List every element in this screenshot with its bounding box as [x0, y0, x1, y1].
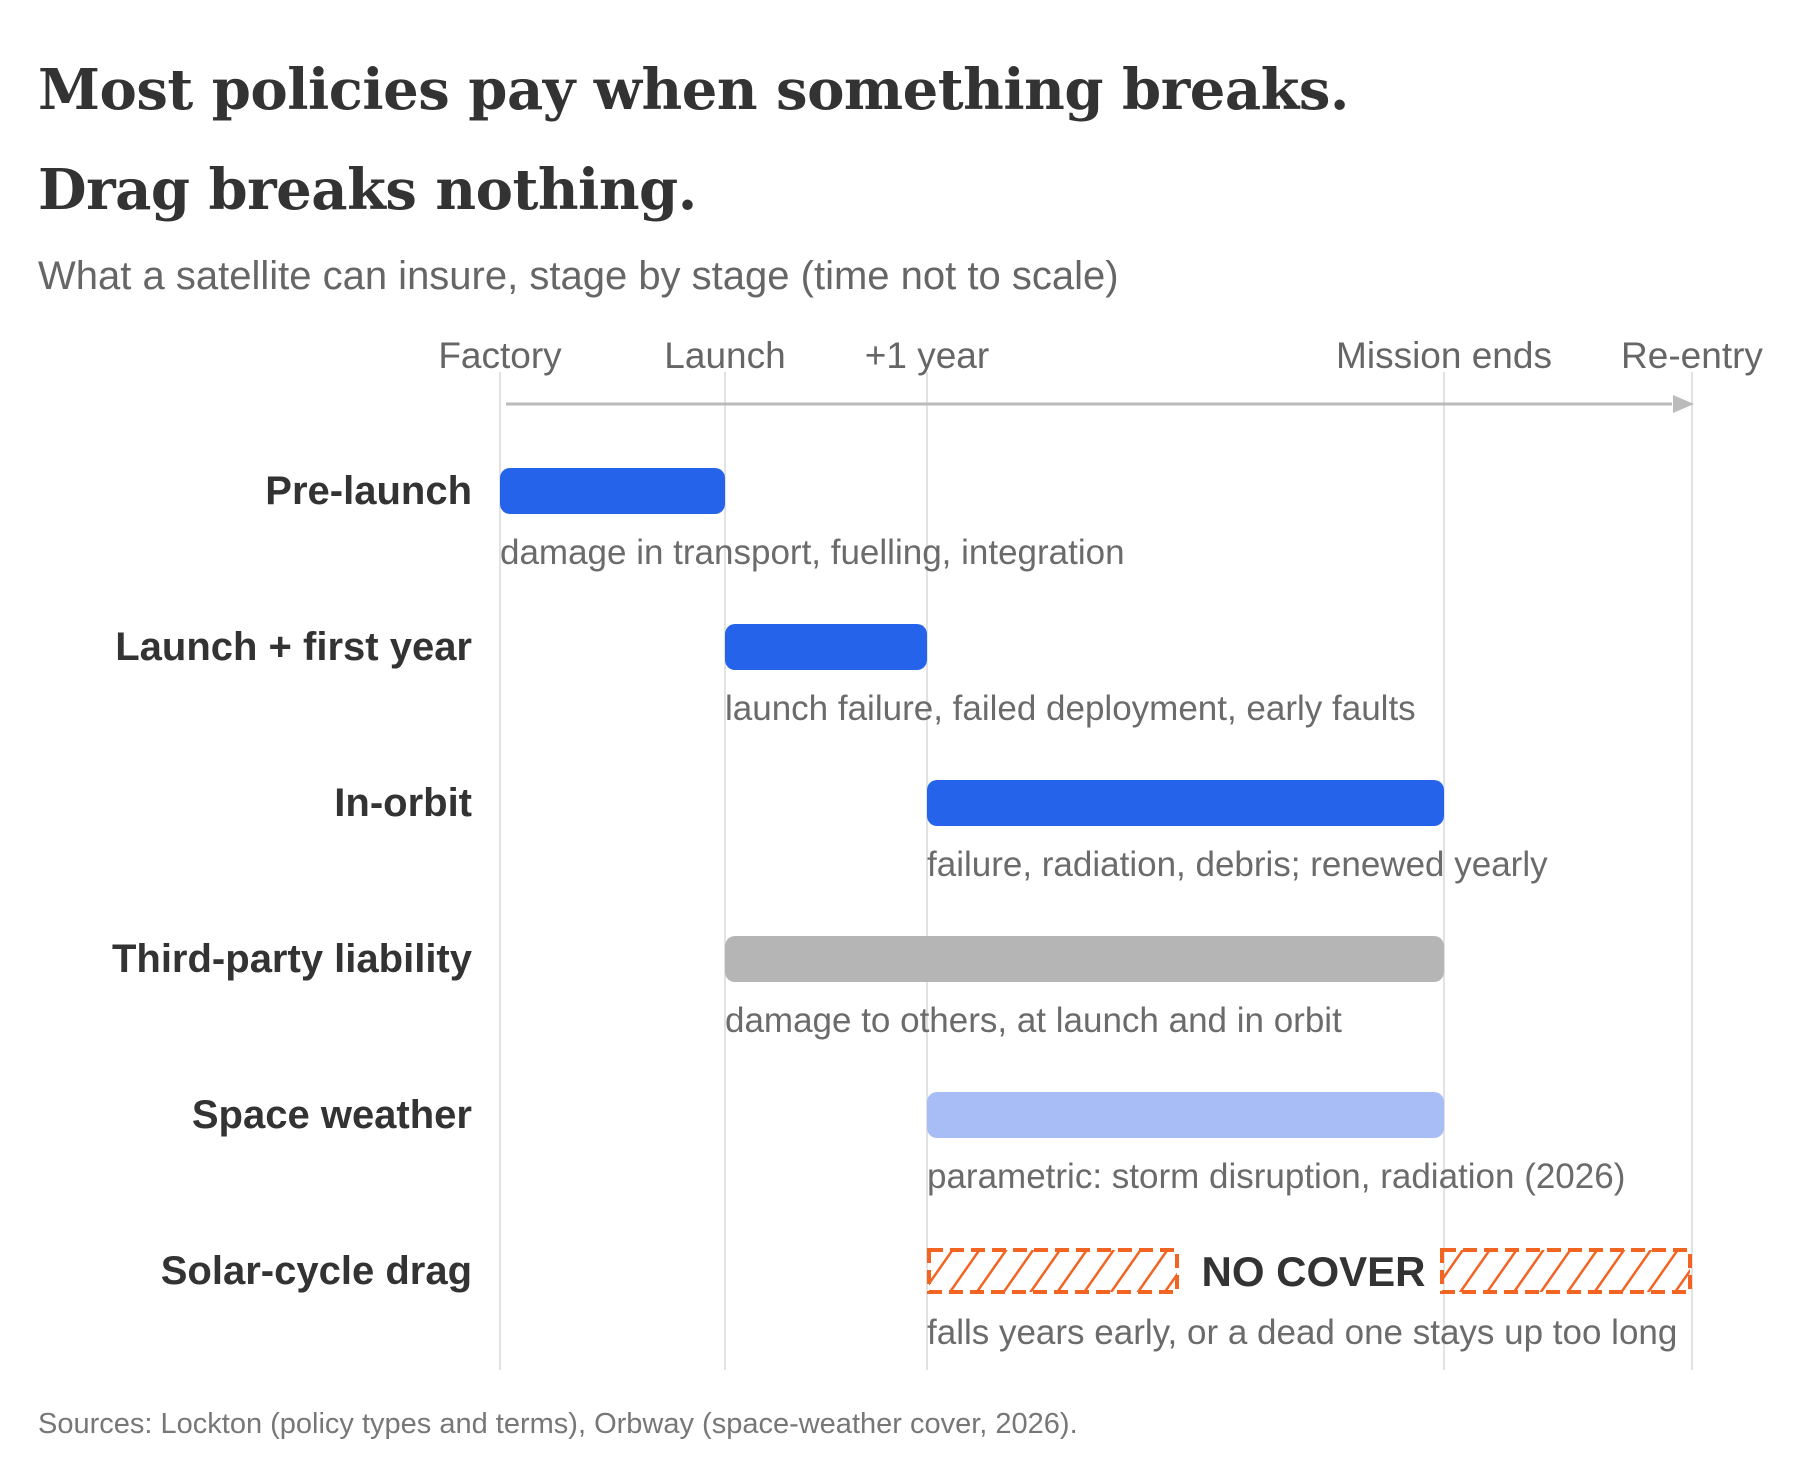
- row-launch-first-year: Launch + first year launch failure, faile…: [115, 624, 1416, 728]
- chart-rows: Pre-launch damage in transport, fuelling,…: [112, 468, 1692, 1352]
- milestone-label-re-entry: Re-entry: [1621, 335, 1763, 376]
- chart-subtitle: What a satellite can insure, stage by st…: [38, 254, 1119, 298]
- time-axis: Factory Launch +1 year Mission ends Re-entry: [438, 335, 1763, 413]
- milestone-label-launch: Launch: [664, 335, 785, 376]
- row-label: In-orbit: [334, 781, 472, 825]
- coverage-bar: [725, 624, 927, 670]
- row-third-party-liability: Third-party liability damage to others, a…: [112, 936, 1444, 1040]
- coverage-bar: [927, 1092, 1444, 1138]
- row-note: falls years early, or a dead one stays u…: [927, 1313, 1677, 1352]
- row-in-orbit: In-orbit failure, radiation, debris; rene…: [334, 780, 1548, 884]
- row-note: parametric: storm disruption, radiation …: [927, 1157, 1625, 1196]
- no-cover-bar-right: [1440, 1248, 1692, 1294]
- row-label: Space weather: [192, 1093, 472, 1137]
- row-space-weather: Space weather parametric: storm disruptio…: [192, 1092, 1625, 1196]
- chart-title: Most policies pay when something breaks.…: [38, 40, 1349, 240]
- row-label: Third-party liability: [112, 937, 473, 981]
- coverage-bar: [927, 780, 1444, 826]
- milestone-label-mission-ends: Mission ends: [1336, 335, 1552, 376]
- source-note: Sources: Lockton (policy types and terms…: [38, 1408, 1078, 1440]
- no-cover-label: NO COVER: [1201, 1248, 1425, 1295]
- timeline-chart: Factory Launch +1 year Mission ends Re-entry…: [112, 335, 1763, 1370]
- milestone-label-factory: Factory: [438, 335, 562, 376]
- title-line-2: Drag breaks nothing.: [38, 157, 697, 223]
- coverage-bar: [500, 468, 725, 514]
- row-solar-cycle-drag: Solar-cycle drag NO COVER falls years earl…: [161, 1248, 1692, 1352]
- row-label: Solar-cycle drag: [161, 1249, 472, 1293]
- gridlines: [499, 372, 1693, 1370]
- row-label: Pre-launch: [265, 469, 472, 513]
- coverage-bar: [725, 936, 1444, 982]
- row-label: Launch + first year: [115, 625, 472, 669]
- row-note: damage in transport, fuelling, integrati…: [500, 533, 1125, 572]
- row-note: launch failure, failed deployment, early…: [725, 689, 1416, 728]
- milestone-label-1-year: +1 year: [865, 335, 989, 376]
- no-cover-bar-left: [927, 1248, 1179, 1294]
- axis-arrowhead: [1673, 395, 1694, 413]
- title-line-1: Most policies pay when something breaks.: [38, 57, 1349, 123]
- row-pre-launch: Pre-launch damage in transport, fuelling,…: [265, 468, 1125, 572]
- row-note: damage to others, at launch and in orbit: [725, 1001, 1342, 1040]
- row-note: failure, radiation, debris; renewed year…: [927, 845, 1548, 884]
